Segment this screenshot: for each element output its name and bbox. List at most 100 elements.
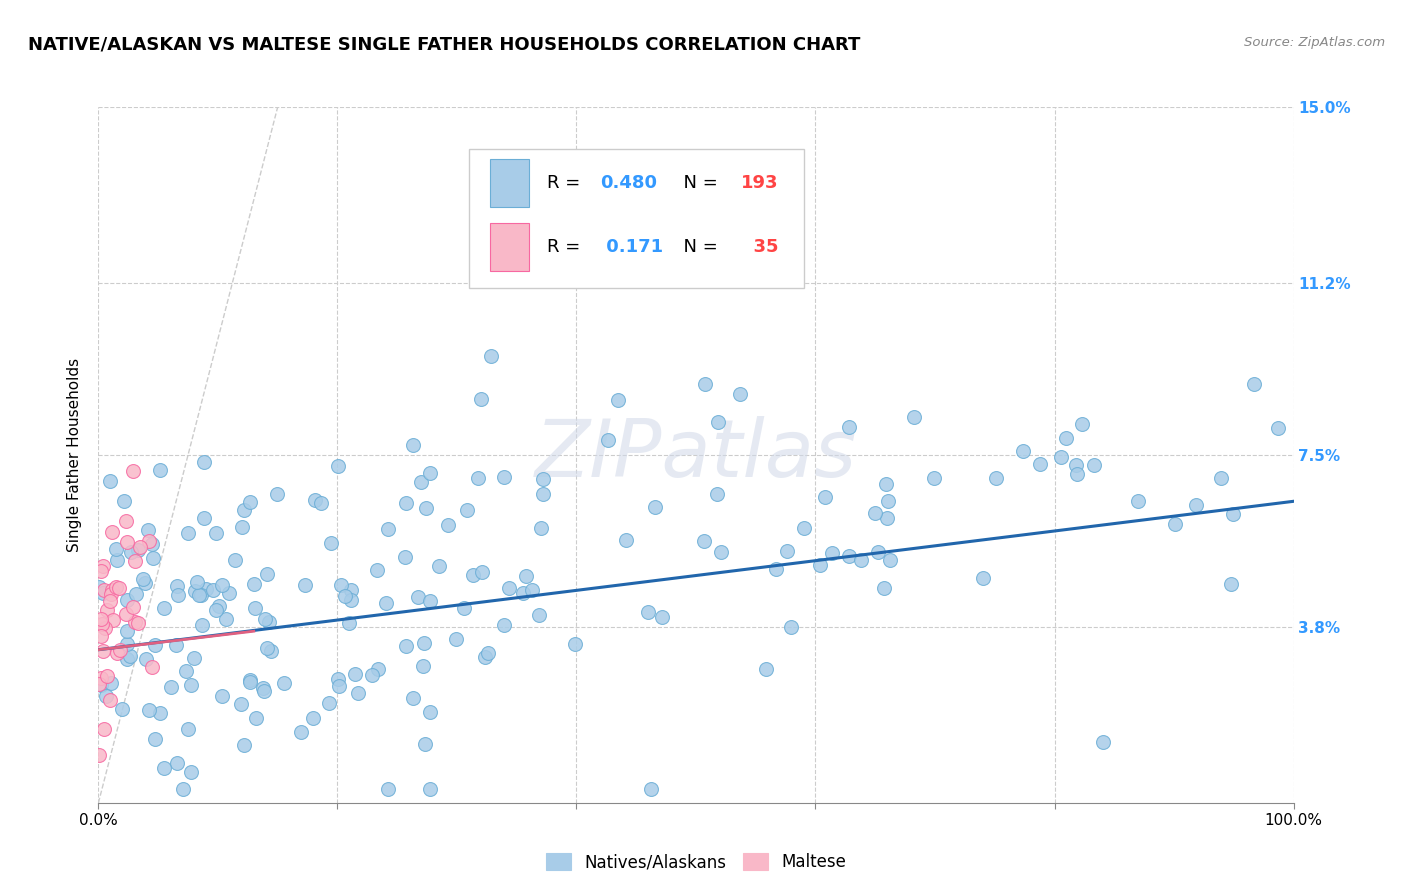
Point <box>115 607 138 621</box>
Point <box>346 686 368 700</box>
Point <box>233 503 256 517</box>
Point <box>160 680 183 694</box>
Point <box>690 207 713 221</box>
Point <box>153 601 176 615</box>
Point <box>1066 467 1088 482</box>
Point <box>252 681 274 695</box>
Point <box>142 550 165 565</box>
Point <box>176 722 198 736</box>
Point <box>413 635 436 649</box>
Point <box>98 594 121 608</box>
Point <box>205 525 228 540</box>
Point <box>127 542 149 557</box>
Point <box>186 574 208 589</box>
Text: N =: N = <box>672 174 724 192</box>
Point <box>138 703 160 717</box>
Point <box>1164 516 1187 531</box>
Point <box>1054 431 1077 445</box>
Point <box>231 697 253 711</box>
Point <box>986 471 1008 485</box>
Point <box>256 566 278 581</box>
Point <box>193 511 215 525</box>
Point <box>395 639 418 653</box>
Point <box>709 544 731 558</box>
Point <box>104 541 127 556</box>
Point <box>607 392 630 407</box>
Point <box>215 612 238 626</box>
Point <box>851 553 873 567</box>
Point <box>814 490 837 504</box>
Point <box>614 533 637 547</box>
Point <box>91 586 114 600</box>
Point <box>183 651 205 665</box>
Point <box>512 586 534 600</box>
Point <box>93 621 115 635</box>
Point <box>90 564 112 578</box>
Point <box>922 471 945 485</box>
Point <box>326 672 349 686</box>
Point <box>91 558 114 573</box>
Point <box>96 669 118 683</box>
Point <box>211 578 233 592</box>
Point <box>637 605 659 619</box>
Point <box>117 624 139 638</box>
Point <box>194 582 217 596</box>
Point <box>780 620 803 634</box>
Point <box>201 583 224 598</box>
Point <box>239 675 262 690</box>
Point <box>153 761 176 775</box>
Point <box>419 466 441 480</box>
Point <box>375 596 398 610</box>
Point <box>96 603 118 617</box>
Point <box>863 507 886 521</box>
Point <box>184 583 207 598</box>
Point <box>253 612 276 626</box>
Point <box>808 558 831 572</box>
Point <box>100 587 122 601</box>
Point <box>100 524 122 539</box>
Point <box>728 387 751 401</box>
Point <box>479 349 502 363</box>
Point <box>174 664 197 678</box>
Point <box>224 552 246 566</box>
Point <box>149 463 172 477</box>
Point <box>232 738 254 752</box>
Point <box>211 689 233 703</box>
Point <box>409 475 432 490</box>
Point <box>477 646 499 660</box>
Text: Source: ZipAtlas.com: Source: ZipAtlas.com <box>1244 36 1385 49</box>
Point <box>149 706 172 720</box>
Point <box>180 765 202 780</box>
Point <box>134 576 156 591</box>
Point <box>339 593 361 607</box>
Point <box>640 781 662 796</box>
Point <box>127 615 149 630</box>
Point <box>122 599 145 614</box>
Point <box>564 637 586 651</box>
Point <box>309 496 332 510</box>
Point <box>1064 458 1087 472</box>
Point <box>1012 443 1035 458</box>
Point <box>765 562 787 576</box>
Point <box>337 616 360 631</box>
Point <box>329 578 352 592</box>
Text: NATIVE/ALASKAN VS MALTESE SINGLE FATHER HOUSEHOLDS CORRELATION CHART: NATIVE/ALASKAN VS MALTESE SINGLE FATHER … <box>28 36 860 54</box>
Point <box>419 781 441 796</box>
Point <box>302 711 325 725</box>
Point <box>145 639 167 653</box>
Point <box>972 571 994 585</box>
Point <box>1220 576 1243 591</box>
Point <box>471 565 494 579</box>
Point <box>231 520 253 534</box>
Point <box>166 756 188 771</box>
Point <box>402 690 425 705</box>
FancyBboxPatch shape <box>470 149 804 288</box>
Point <box>522 582 544 597</box>
Point <box>105 646 128 660</box>
FancyBboxPatch shape <box>491 222 529 271</box>
Point <box>402 438 425 452</box>
Text: 193: 193 <box>741 174 779 192</box>
Point <box>111 702 134 716</box>
Point <box>91 617 114 632</box>
Point <box>360 667 382 681</box>
